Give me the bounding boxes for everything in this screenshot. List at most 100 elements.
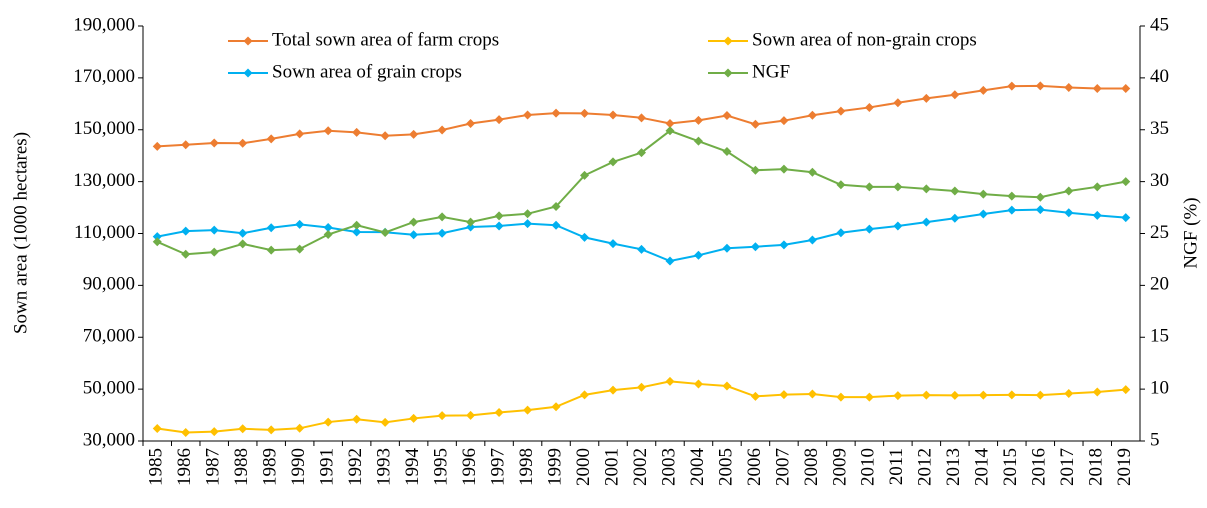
data-point [209, 138, 219, 148]
data-point [580, 232, 590, 242]
y2-tick-label: 5 [1150, 429, 1160, 450]
data-point [722, 110, 732, 120]
data-point [665, 126, 675, 136]
data-point [1035, 390, 1045, 400]
x-tick-label: 1992 [345, 448, 366, 486]
data-point [807, 389, 817, 399]
y2-tick-label: 45 [1150, 14, 1169, 35]
data-point [409, 413, 419, 423]
x-tick-label: 2019 [1114, 448, 1135, 486]
x-tick-label: 2003 [658, 448, 679, 486]
data-point [722, 147, 732, 157]
legend-label: Sown area of grain crops [272, 61, 462, 82]
data-point [665, 376, 675, 386]
legend-marker [243, 68, 253, 78]
x-tick-label: 2009 [829, 448, 850, 486]
data-point [978, 85, 988, 95]
y-tick-label: 170,000 [73, 66, 135, 87]
data-point [1092, 84, 1102, 94]
data-point [950, 186, 960, 196]
y-tick-label: 130,000 [73, 170, 135, 191]
data-point [1064, 82, 1074, 92]
y-tick-label: 190,000 [73, 14, 135, 35]
data-point [152, 237, 162, 247]
legend-label: Sown area of non-grain crops [752, 29, 977, 50]
data-point [779, 164, 789, 174]
data-point [380, 417, 390, 427]
data-point [181, 249, 191, 259]
data-point [523, 219, 533, 229]
data-point [551, 220, 561, 230]
data-point [1064, 208, 1074, 218]
data-point [665, 119, 675, 129]
x-tick-label: 1991 [317, 448, 338, 486]
data-point [580, 108, 590, 118]
data-point [750, 165, 760, 175]
data-point [836, 106, 846, 116]
x-tick-label: 2001 [601, 448, 622, 486]
data-point [637, 244, 646, 254]
y-tick-label: 50,000 [83, 377, 135, 398]
x-tick-label: 2017 [1057, 448, 1078, 486]
y-axis-title: Sown area (1000 hectares) [10, 132, 31, 334]
data-point [637, 113, 646, 123]
data-point [466, 217, 476, 227]
data-point [181, 226, 191, 236]
data-point [750, 242, 760, 252]
x-tick-label: 2004 [687, 448, 708, 487]
data-point [352, 414, 362, 424]
data-point [779, 240, 789, 250]
x-tick-label: 2014 [972, 448, 993, 487]
data-point [580, 170, 590, 180]
data-point [1121, 177, 1131, 187]
y-tick-label: 70,000 [83, 326, 135, 347]
data-point [637, 382, 646, 392]
data-point [950, 213, 960, 223]
data-point [380, 227, 390, 237]
x-tick-label: 1994 [402, 448, 423, 487]
data-point [181, 140, 191, 150]
data-point [836, 392, 846, 402]
data-point [722, 243, 732, 253]
x-tick-label: 2016 [1029, 448, 1050, 486]
data-point [893, 391, 903, 401]
data-point [152, 232, 162, 242]
data-point [864, 102, 874, 112]
data-point [494, 211, 504, 221]
data-point [836, 228, 846, 238]
data-point [266, 223, 276, 233]
x-tick-label: 1988 [231, 448, 252, 486]
x-tick-label: 2002 [630, 448, 651, 486]
x-tick-label: 1989 [260, 448, 281, 486]
x-tick-label: 1999 [544, 448, 565, 486]
data-point [295, 244, 305, 254]
data-point [1121, 84, 1131, 94]
data-point [836, 180, 846, 190]
data-point [978, 189, 988, 199]
data-point [181, 427, 191, 437]
y2-tick-label: 30 [1150, 170, 1169, 191]
x-tick-label: 2013 [943, 448, 964, 486]
data-point [893, 221, 903, 231]
data-point [1007, 191, 1017, 201]
data-point [921, 184, 931, 194]
data-point [437, 228, 447, 238]
data-point [466, 119, 476, 129]
data-point [295, 129, 305, 139]
data-point [1121, 385, 1131, 395]
x-tick-label: 2008 [801, 448, 822, 486]
x-tick-label: 2007 [772, 448, 793, 486]
legend-marker [723, 36, 733, 46]
data-point [978, 390, 988, 400]
data-point [551, 202, 561, 212]
data-point [523, 110, 533, 120]
data-point [323, 230, 333, 240]
data-point [608, 110, 618, 120]
data-point [295, 423, 305, 433]
x-tick-label: 2010 [858, 448, 879, 486]
y2-tick-label: 20 [1150, 274, 1169, 295]
data-point [779, 116, 789, 126]
data-point [1092, 182, 1102, 192]
data-point [1035, 205, 1045, 215]
x-tick-label: 1986 [174, 448, 195, 486]
